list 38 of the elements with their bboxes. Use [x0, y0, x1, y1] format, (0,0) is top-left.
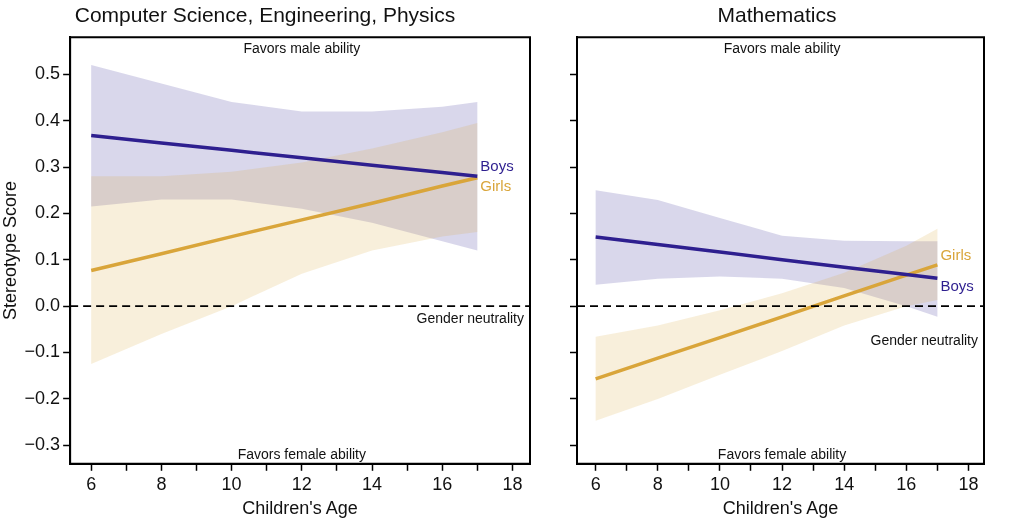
x-tick-label: 8	[156, 473, 167, 494]
chart-title: Computer Science, Engineering, Physics	[74, 3, 456, 27]
ref-line-label: Gender neutrality	[870, 332, 978, 348]
y-tick-label: −0.1	[24, 341, 61, 362]
x-tick-label: 6	[590, 473, 601, 494]
annotation: Favors male ability	[243, 40, 361, 57]
series-label: Boys	[940, 277, 974, 295]
series-label: Boys	[480, 157, 514, 175]
y-tick-label: 0.0	[35, 295, 61, 316]
x-tick-label: 18	[502, 473, 523, 494]
x-tick-label: 16	[432, 473, 453, 494]
x-tick-label: 16	[896, 473, 917, 494]
x-tick-label: 12	[291, 473, 312, 494]
x-tick-label: 14	[362, 473, 383, 494]
y-axis-title: Stereotype Score	[0, 180, 20, 321]
x-tick-label: 10	[709, 473, 730, 494]
x-axis-title: Children's Age	[722, 498, 839, 519]
annotation: Favors female ability	[237, 445, 367, 462]
x-axis-title: Children's Age	[242, 498, 358, 519]
y-tick-label: 0.4	[35, 109, 61, 130]
series-label: Girls	[940, 246, 972, 264]
x-tick-label: 18	[958, 473, 979, 494]
y-tick-label: 0.5	[35, 63, 61, 84]
x-tick-label: 8	[652, 473, 663, 494]
x-tick-label: 14	[834, 473, 855, 494]
y-tick-label: 0.3	[35, 156, 61, 176]
annotation: Favors female ability	[717, 445, 847, 462]
chart-title: Mathematics	[717, 3, 837, 27]
x-tick-label: 6	[86, 473, 97, 494]
y-tick-label: 0.2	[35, 202, 61, 223]
x-tick-label: 10	[221, 473, 242, 494]
annotation: Favors male ability	[723, 40, 841, 57]
ref-line-label: Gender neutrality	[416, 310, 524, 326]
y-tick-label: 0.1	[35, 248, 61, 269]
y-tick-label: −0.3	[24, 434, 61, 455]
series-label: Girls	[480, 176, 512, 194]
x-tick-label: 12	[772, 473, 793, 494]
y-tick-label: −0.2	[24, 387, 61, 408]
